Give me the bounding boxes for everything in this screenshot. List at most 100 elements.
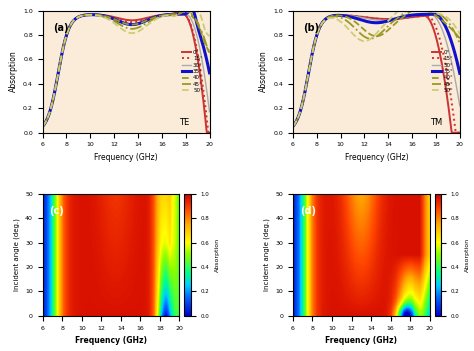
30°: [290, 124, 296, 128]
15°: [60, 48, 65, 52]
X-axis label: Frequency (GHz): Frequency (GHz): [345, 153, 408, 162]
0°: [290, 124, 296, 128]
Text: (a): (a): [53, 23, 68, 33]
50°: [411, 6, 417, 10]
35°: [345, 14, 350, 18]
0°: [356, 14, 362, 19]
35°: [410, 13, 416, 17]
45°: [94, 13, 100, 17]
15°: [457, 131, 463, 135]
15°: [106, 14, 111, 19]
45°: [106, 16, 111, 20]
50°: [290, 124, 296, 128]
35°: [145, 18, 150, 22]
0°: [310, 48, 316, 52]
45°: [160, 14, 166, 18]
50°: [60, 48, 65, 52]
0°: [40, 124, 46, 128]
Line: 50°: 50°: [293, 8, 460, 126]
40°: [182, 6, 188, 10]
Text: TM: TM: [430, 118, 442, 127]
50°: [188, 6, 194, 10]
40°: [395, 19, 401, 24]
35°: [106, 15, 111, 19]
35°: [457, 71, 463, 75]
15°: [412, 15, 418, 19]
Line: 0°: 0°: [43, 12, 210, 133]
50°: [457, 32, 463, 36]
50°: [345, 26, 350, 30]
30°: [310, 48, 316, 52]
45°: [207, 50, 212, 54]
40°: [310, 48, 316, 52]
Text: (b): (b): [303, 23, 319, 33]
Line: 30°: 30°: [43, 14, 210, 126]
15°: [40, 124, 46, 128]
0°: [161, 13, 167, 17]
15°: [94, 13, 100, 17]
30°: [106, 15, 111, 19]
30°: [40, 124, 46, 128]
15°: [145, 16, 150, 21]
Y-axis label: Absorption: Absorption: [259, 51, 268, 92]
0°: [174, 10, 180, 14]
35°: [430, 12, 436, 16]
50°: [145, 23, 150, 27]
45°: [179, 6, 185, 10]
35°: [356, 17, 362, 21]
40°: [345, 15, 350, 19]
45°: [310, 48, 316, 52]
50°: [160, 14, 166, 18]
0°: [395, 16, 401, 21]
45°: [412, 6, 418, 10]
45°: [161, 13, 167, 18]
35°: [189, 7, 194, 11]
Line: 0°: 0°: [293, 15, 460, 133]
0°: [160, 13, 166, 17]
35°: [94, 13, 100, 17]
X-axis label: Frequency (GHz): Frequency (GHz): [325, 336, 397, 345]
50°: [395, 9, 401, 13]
Line: 45°: 45°: [43, 8, 210, 126]
Line: 15°: 15°: [293, 15, 460, 133]
50°: [161, 14, 167, 18]
Y-axis label: Incident angle (deg.): Incident angle (deg.): [263, 218, 270, 291]
40°: [94, 13, 100, 17]
15°: [161, 13, 167, 17]
15°: [206, 131, 211, 135]
Line: 40°: 40°: [293, 8, 460, 126]
Text: (d): (d): [300, 206, 316, 216]
50°: [412, 7, 418, 11]
0°: [338, 13, 344, 17]
0°: [207, 131, 212, 135]
40°: [416, 6, 422, 11]
45°: [145, 20, 150, 25]
30°: [183, 12, 189, 16]
30°: [356, 15, 362, 19]
50°: [207, 34, 212, 38]
35°: [160, 13, 166, 18]
15°: [180, 12, 186, 16]
Line: 35°: 35°: [293, 14, 460, 126]
Line: 50°: 50°: [43, 8, 210, 126]
0°: [204, 131, 210, 135]
40°: [160, 13, 166, 18]
Text: (c): (c): [49, 206, 64, 216]
0°: [94, 13, 100, 17]
35°: [60, 48, 65, 52]
35°: [411, 13, 417, 17]
0°: [457, 131, 463, 135]
X-axis label: Frequency (GHz): Frequency (GHz): [94, 153, 158, 162]
35°: [395, 16, 401, 20]
Y-axis label: Incident angle (deg.): Incident angle (deg.): [13, 218, 19, 291]
15°: [310, 48, 316, 52]
50°: [398, 6, 404, 10]
Text: TE: TE: [180, 118, 190, 127]
15°: [356, 14, 362, 19]
30°: [160, 13, 166, 17]
40°: [290, 124, 296, 128]
30°: [345, 13, 350, 18]
15°: [453, 131, 459, 135]
35°: [310, 48, 316, 52]
50°: [94, 13, 100, 18]
